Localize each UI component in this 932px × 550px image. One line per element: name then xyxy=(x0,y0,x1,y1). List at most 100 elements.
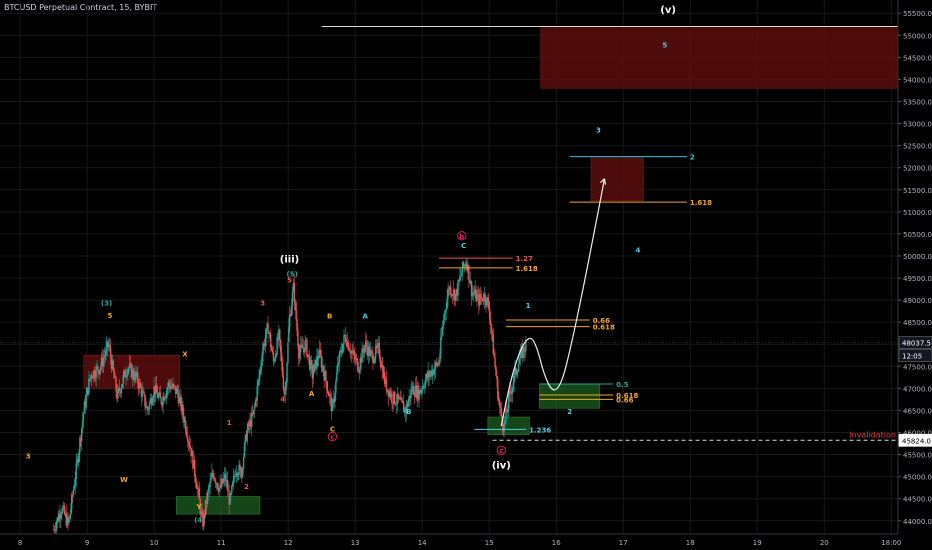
y-tick-label: 46000.0 xyxy=(903,429,932,437)
y-tick-label: 49000.0 xyxy=(903,297,932,305)
candle-body xyxy=(329,394,332,398)
candle-body xyxy=(512,383,514,388)
candle-body xyxy=(243,442,246,457)
candle-body xyxy=(80,427,83,442)
candle-body xyxy=(298,352,301,359)
candle-body xyxy=(355,358,358,359)
candle-body xyxy=(108,344,110,347)
candle-body xyxy=(273,360,276,362)
candle-body xyxy=(411,389,413,392)
candle-body xyxy=(463,265,466,267)
candle-body xyxy=(244,434,247,443)
candle-body xyxy=(82,413,85,421)
candle-body xyxy=(220,484,222,487)
candle-body xyxy=(175,386,177,394)
candle-body xyxy=(395,403,398,405)
candle-body xyxy=(52,529,55,531)
candle-body xyxy=(317,357,320,360)
candle-body xyxy=(57,517,59,521)
candle-body xyxy=(389,391,391,398)
candle-body xyxy=(383,372,385,378)
candle-body xyxy=(113,370,115,379)
candle-body xyxy=(492,334,494,355)
y-tick-label: 53000.0 xyxy=(903,121,932,129)
candle-body xyxy=(350,351,352,354)
candle-body xyxy=(257,380,259,387)
candle-body xyxy=(270,347,273,351)
candle-body xyxy=(372,353,374,363)
candle-body xyxy=(393,391,395,404)
candle-body xyxy=(279,339,282,353)
candle-body xyxy=(506,409,508,413)
candle-body xyxy=(68,518,70,524)
candle-body xyxy=(504,420,506,424)
candle-body xyxy=(222,478,225,483)
candle-body xyxy=(317,356,319,360)
candle-body xyxy=(404,408,407,414)
candle-body xyxy=(311,365,314,379)
candle-body xyxy=(70,509,72,515)
candle-body xyxy=(165,396,167,398)
candle-body xyxy=(118,387,121,392)
candle-body xyxy=(260,362,263,367)
candle-body xyxy=(98,370,100,374)
candle-body xyxy=(436,363,438,366)
candle-body xyxy=(150,398,153,405)
candle-body xyxy=(318,349,321,358)
candle-body xyxy=(138,382,141,389)
candle-body xyxy=(312,372,314,379)
candle-body xyxy=(288,327,290,343)
candle-body xyxy=(77,459,79,463)
candle-body xyxy=(359,358,362,369)
x-tick-label: 14 xyxy=(418,539,427,547)
candle-body xyxy=(99,366,102,370)
candle-body xyxy=(213,478,216,480)
candle-body xyxy=(351,351,353,353)
candle-body xyxy=(127,369,129,375)
candle-body xyxy=(369,350,371,356)
candle-body xyxy=(345,334,347,342)
y-tick-label: 47000.0 xyxy=(903,385,932,393)
level-066-label: 0.66 xyxy=(593,317,610,325)
label-x: X xyxy=(182,351,188,359)
candle-body xyxy=(67,516,69,524)
candle-body xyxy=(493,354,495,358)
candle-body xyxy=(118,387,120,390)
candle-body xyxy=(231,485,233,493)
candle-body xyxy=(454,293,456,301)
candle-body xyxy=(54,530,57,532)
candle-body xyxy=(90,375,93,378)
candle-body xyxy=(117,389,119,399)
candle-body xyxy=(417,385,419,400)
candle-body xyxy=(402,401,404,404)
candle-body xyxy=(502,426,504,432)
y-tick-label: 53500.0 xyxy=(903,99,932,107)
candle-body xyxy=(223,473,226,479)
candle-body xyxy=(76,459,78,463)
candle-body xyxy=(447,289,449,299)
candle-body xyxy=(158,392,161,396)
candle-body xyxy=(102,358,105,367)
y-tick-label: 51500.0 xyxy=(903,187,932,195)
candle-body xyxy=(456,289,458,296)
candle-body xyxy=(412,386,414,392)
x-axis: 8 9 10 11 12 13 14 15 16 17 18 19 20 18:00 xyxy=(0,533,932,550)
y-tick-label: 49500.0 xyxy=(903,275,932,283)
candle-body xyxy=(217,487,219,492)
candle-body xyxy=(97,366,99,371)
candle-body xyxy=(159,392,162,399)
candle-body xyxy=(353,350,355,356)
candle-body xyxy=(332,399,334,404)
candle-body xyxy=(293,282,295,302)
candle-body xyxy=(227,490,229,491)
candle-body xyxy=(426,374,428,379)
candle-body xyxy=(191,451,193,457)
candle-body xyxy=(338,351,341,363)
candle-body xyxy=(291,291,294,306)
candle-body xyxy=(474,289,476,295)
candle-body xyxy=(228,490,230,505)
candle-body xyxy=(169,384,172,389)
label-wave-5-paren: (5) xyxy=(287,270,298,278)
candle-body xyxy=(336,372,338,381)
